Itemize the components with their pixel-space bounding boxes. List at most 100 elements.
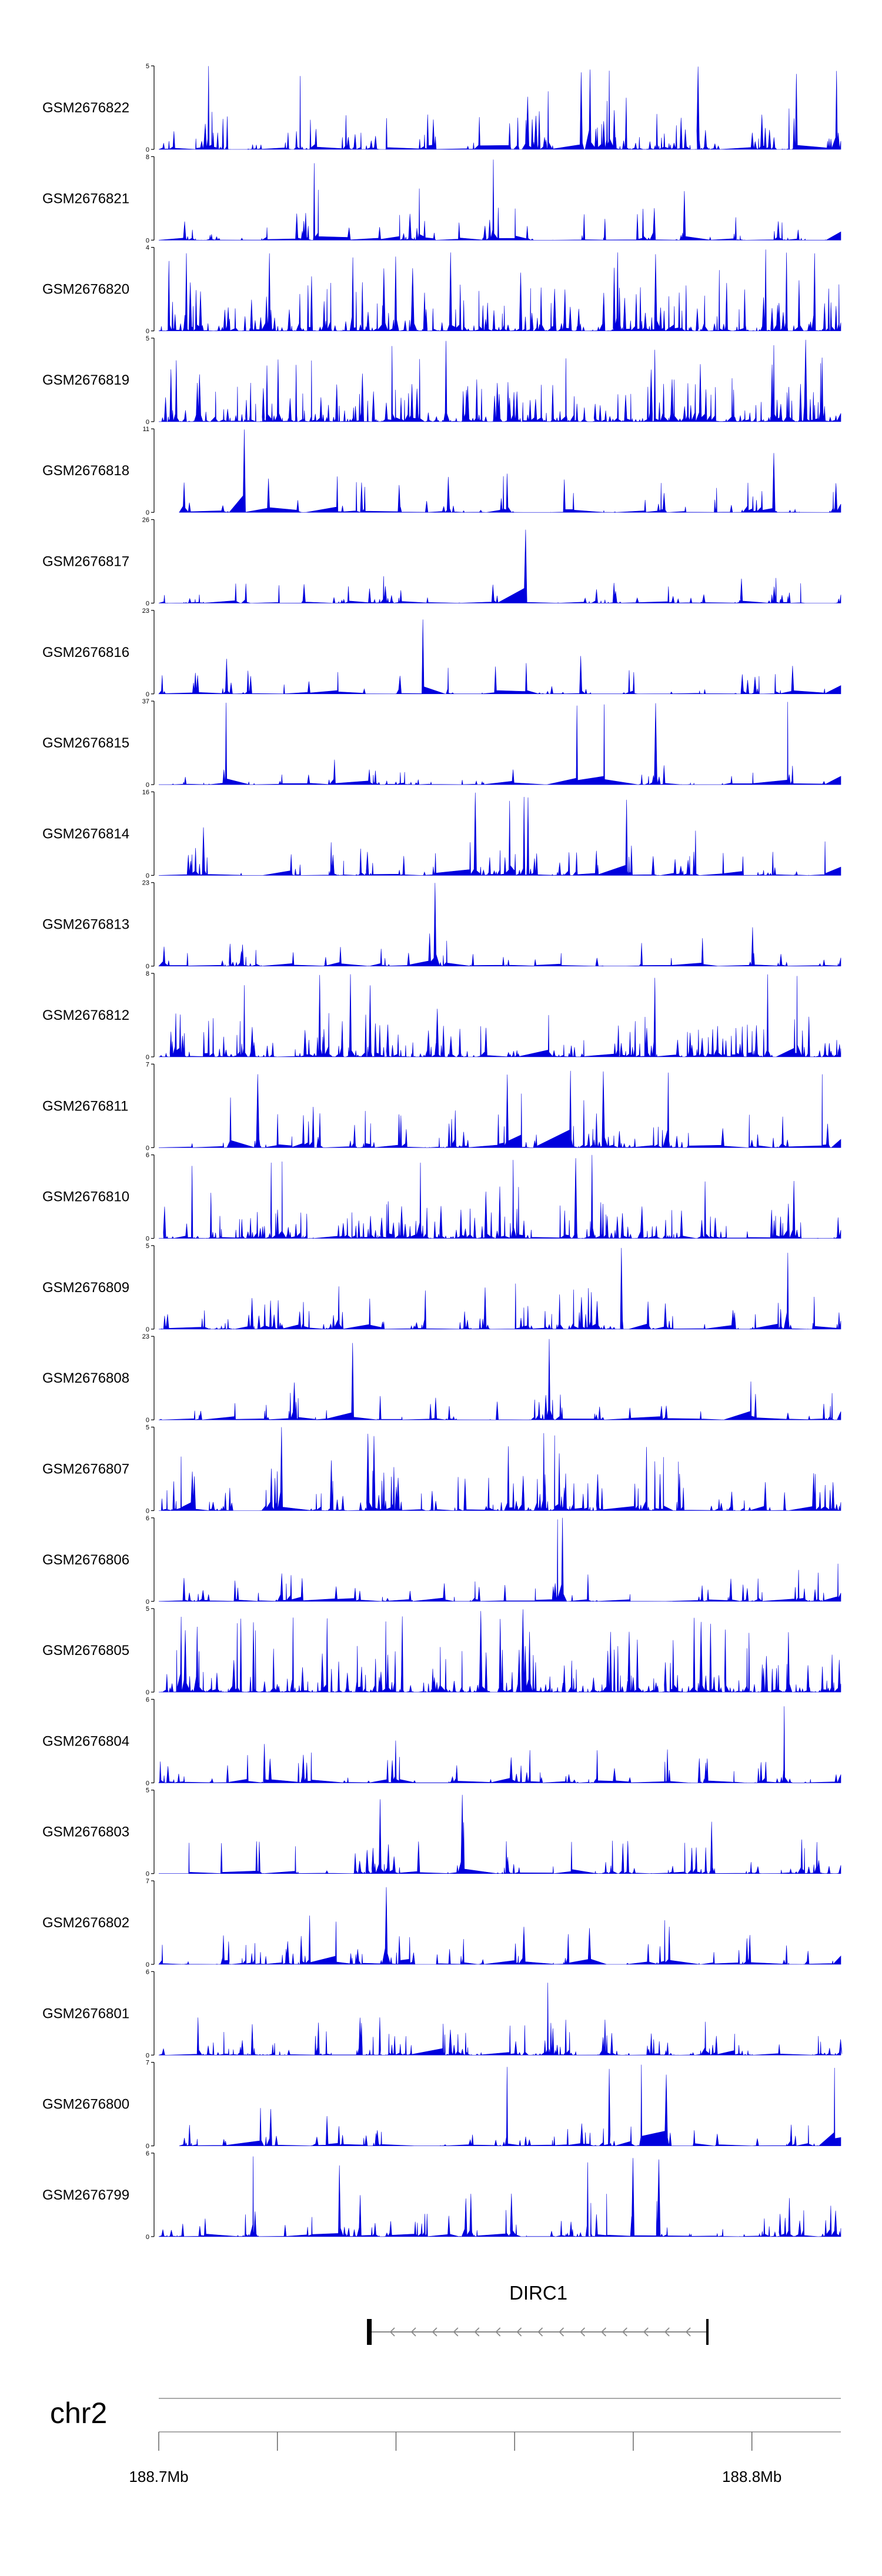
genomic-coordinate-axis: 188.7Mb 188.8Mb [129,2431,841,2485]
track-GSM2676814: GSM2676814 16 0 [42,789,841,879]
track-label: GSM2676820 [42,282,129,298]
y-axis-min-label: 0 [146,691,149,698]
track-label: GSM2676822 [42,100,129,116]
track-label: GSM2676808 [42,1370,129,1386]
signal-area [159,1609,841,1693]
y-axis-max-label: 23 [142,608,149,615]
track-GSM2676821: GSM2676821 8 0 [42,154,841,244]
coordinate-tick-label: 188.8Mb [722,2468,781,2485]
y-axis-min-label: 0 [146,146,149,154]
strand-arrow [537,2327,543,2337]
y-axis-max-label: 5 [146,1787,149,1794]
y-axis-min-label: 0 [146,1508,149,1515]
y-axis-min-label: 0 [146,1054,149,1061]
track-label: GSM2676803 [42,1824,129,1840]
y-axis-min-label: 0 [146,509,149,516]
signal-area [158,249,841,332]
y-axis-max-label: 5 [146,1606,149,1613]
signal-area [158,1983,843,2056]
track-GSM2676803: GSM2676803 5 0 [42,1787,841,1878]
strand-arrow [474,2327,480,2337]
track-label: GSM2676819 [42,372,129,388]
signal-area [158,1517,841,1602]
track-label: GSM2676821 [42,191,129,206]
signal-area [158,1339,841,1420]
strand-arrow [495,2327,501,2337]
y-axis-min-label: 0 [146,782,149,789]
track-label: GSM2676804 [42,1733,129,1749]
chromosome-label: chr2 [50,2397,107,2430]
y-axis-max-label: 23 [142,880,149,887]
track-GSM2676805: GSM2676805 5 0 [42,1606,841,1696]
y-axis-max-label: 26 [142,517,149,524]
gene-name-label: DIRC1 [509,2282,567,2304]
signal-tracks: GSM267682250GSM267682180GSM267682040GSM2… [42,63,843,2241]
chromosome-track: chr2 [50,2397,841,2430]
signal-area [179,429,841,513]
y-axis-max-label: 37 [142,698,149,705]
y-axis-min-label: 0 [146,1689,149,1696]
y-axis-min-label: 0 [146,600,149,608]
strand-arrow [410,2327,416,2337]
track-GSM2676807: GSM2676807 5 0 [42,1424,841,1515]
y-axis-max-label: 8 [146,154,149,161]
y-axis-max-label: 5 [146,1424,149,1432]
track-label: GSM2676801 [42,2006,129,2021]
y-axis-min-label: 0 [146,1236,149,1243]
y-axis-max-label: 6 [146,1152,149,1159]
track-GSM2676810: GSM2676810 6 0 [42,1152,841,1243]
signal-area [158,619,841,695]
signal-area [179,2064,841,2147]
strand-arrow [559,2327,564,2337]
y-axis-max-label: 6 [146,2150,149,2157]
y-axis-min-label: 0 [146,1961,149,1968]
track-label: GSM2676805 [42,1643,129,1659]
y-axis-min-label: 0 [146,2143,149,2150]
track-label: GSM2676818 [42,463,129,479]
y-axis-min-label: 0 [146,328,149,335]
signal-area [159,1427,841,1511]
track-GSM2676799: GSM2676799 6 0 [42,2150,841,2241]
y-axis-min-label: 0 [146,1144,149,1152]
y-axis-max-label: 5 [146,335,149,342]
strand-arrow [580,2327,586,2337]
signal-area [158,792,841,876]
signal-area [158,2156,841,2237]
track-label: GSM2676812 [42,1007,129,1023]
track-GSM2676806: GSM2676806 6 0 [42,1515,841,1606]
track-GSM2676801: GSM2676801 6 0 [42,1968,843,2059]
y-axis-min-label: 0 [146,1326,149,1333]
y-axis-max-label: 7 [146,2060,149,2067]
strand-arrow [664,2327,670,2337]
y-axis-max-label: 8 [146,970,149,977]
y-axis-min-label: 0 [146,2052,149,2059]
signal-area [158,159,841,241]
track-GSM2676802: GSM2676802 7 0 [42,1878,841,1968]
track-label: GSM2676809 [42,1280,129,1296]
gene-exon-end [706,2319,709,2345]
coordinate-tick-label: 188.7Mb [129,2468,188,2485]
track-GSM2676818: GSM2676818 11 0 [42,426,841,516]
gene-annotation-track: DIRC1 [367,2282,709,2345]
y-axis-min-label: 0 [146,963,149,970]
y-axis-max-label: 11 [143,426,149,433]
y-axis-max-label: 23 [142,1333,149,1340]
y-axis-min-label: 0 [146,419,149,426]
y-axis-max-label: 7 [146,1061,149,1068]
y-axis-min-label: 0 [146,1871,149,1878]
track-label: GSM2676810 [42,1189,129,1205]
track-GSM2676815: GSM2676815 37 0 [42,698,841,789]
signal-area [158,529,841,604]
y-axis-max-label: 6 [146,1696,149,1703]
signal-area [158,1706,841,1784]
track-label: GSM2676813 [42,917,129,933]
track-GSM2676809: GSM2676809 5 0 [42,1243,841,1333]
track-label: GSM2676811 [42,1098,128,1114]
track-label: GSM2676806 [42,1552,129,1568]
signal-area [158,339,841,422]
track-GSM2676822: GSM2676822 5 0 [42,63,841,154]
y-axis-min-label: 0 [146,872,149,879]
y-axis-min-label: 0 [146,2234,149,2241]
track-label: GSM2676800 [42,2097,129,2113]
y-axis-max-label: 6 [146,1968,149,1976]
